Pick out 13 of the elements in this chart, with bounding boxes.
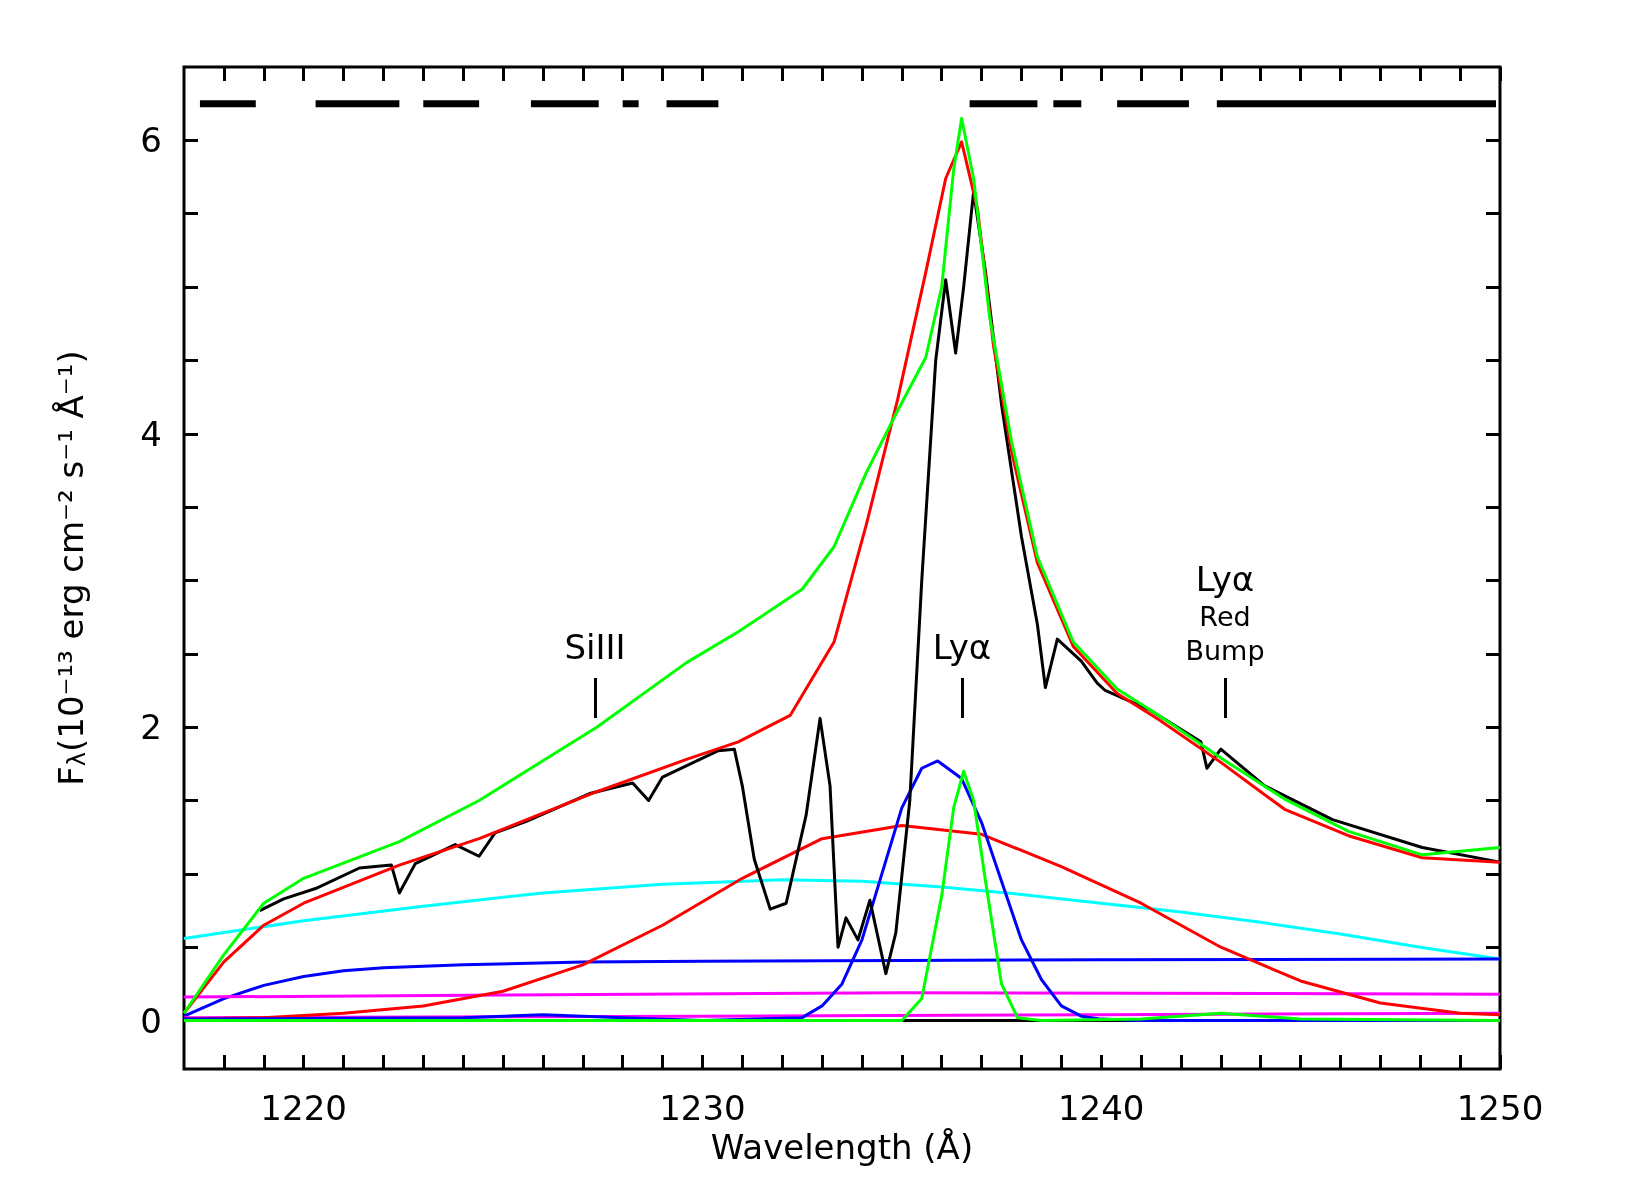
annotation: Lyα Red Bump	[1184, 558, 1266, 668]
y-tick-label: 4	[140, 413, 162, 454]
x-tick-label: 1240	[1057, 1088, 1145, 1128]
annotation: SiIII	[563, 626, 627, 668]
x-tick-label: 1230	[659, 1088, 746, 1128]
y-tick-label: 0	[140, 1000, 162, 1041]
y-axis-title: Fλ(10⁻¹³ erg cm⁻² s⁻¹ Å⁻¹)	[51, 350, 91, 786]
x-tick-label: 1220	[260, 1088, 347, 1128]
annotation: Lyα	[931, 626, 993, 668]
y-tick-label: 6	[140, 120, 162, 161]
y-tick-label: 2	[140, 707, 162, 748]
x-tick-label: 1250	[1456, 1088, 1544, 1128]
x-axis-title: Wavelength (Å)	[710, 1126, 974, 1167]
